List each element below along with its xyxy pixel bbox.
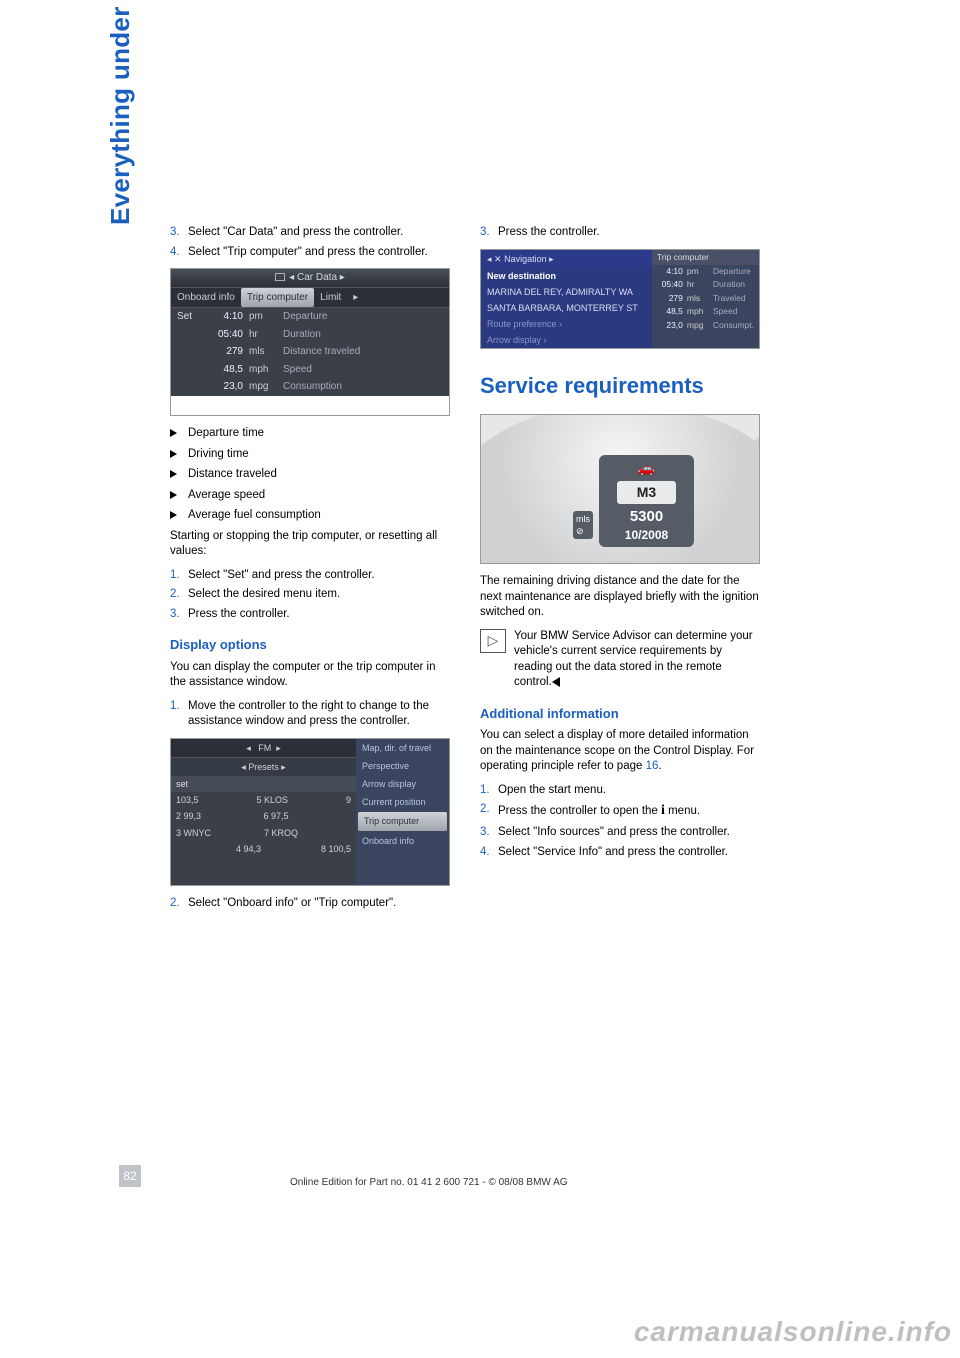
list-item: Average fuel consumption: [170, 508, 450, 525]
screenshot-navigation: ◂ ✕ Navigation ▸ New destination MARINA …: [480, 249, 760, 349]
list-item: 1.Open the start menu.: [480, 783, 760, 799]
list-item: 3.Press the controller.: [170, 607, 450, 623]
heading-additional-info: Additional information: [480, 705, 760, 723]
screenshot-car-data: ◂ Car Data ▸ Onboard info Trip computer …: [170, 268, 450, 416]
list-item: 2.Select the desired menu item.: [170, 587, 450, 603]
tip-box: ▷ Your BMW Service Advisor can determine…: [480, 629, 760, 691]
list-item: 3. Select "Car Data" and press the contr…: [170, 225, 450, 241]
list-item: Departure time: [170, 426, 450, 443]
paragraph: Starting or stopping the trip computer, …: [170, 529, 450, 560]
screenshot-fm: ◂ FM ▸ ◂ Presets ▸ set 103,55 KLOS9 2 99…: [170, 738, 450, 886]
list-item: 2.Press the controller to open the i men…: [480, 802, 760, 821]
list-item: Distance traveled: [170, 467, 450, 484]
list-item: 3.Select "Info sources" and press the co…: [480, 825, 760, 841]
page-number: 82: [100, 1165, 160, 1187]
list-item: 1.Move the controller to the right to ch…: [170, 699, 450, 730]
list-item: 2.Select "Onboard info" or "Trip compute…: [170, 896, 450, 912]
list-item: Average speed: [170, 488, 450, 505]
step-number: 3.: [170, 225, 188, 241]
step-text: Select "Trip computer" and press the con…: [188, 245, 450, 261]
tab: Limit: [314, 288, 347, 308]
step-number: 4.: [170, 245, 188, 261]
column-left: 3. Select "Car Data" and press the contr…: [170, 225, 450, 915]
screenshot-dashboard: 🚗 M3 5300 10/2008 mls⊘: [480, 414, 760, 564]
column-right: 3.Press the controller. ◂ ✕ Navigation ▸…: [480, 225, 760, 915]
heading-display-options: Display options: [170, 636, 450, 654]
tab-active: Trip computer: [241, 288, 314, 308]
list-item: 4.Select "Service Info" and press the co…: [480, 845, 760, 861]
page-content: 3. Select "Car Data" and press the contr…: [100, 225, 860, 915]
car-icon: 🚗: [603, 459, 690, 478]
step-text: Select "Car Data" and press the controll…: [188, 225, 450, 241]
paragraph: You can display the computer or the trip…: [170, 660, 450, 691]
list-item: 4. Select "Trip computer" and press the …: [170, 245, 450, 261]
tip-icon: ▷: [480, 629, 506, 653]
list-item: 3.Press the controller.: [480, 225, 760, 241]
end-arrow-icon: [552, 677, 560, 687]
list-item: Driving time: [170, 447, 450, 464]
paragraph: The remaining driving distance and the d…: [480, 574, 760, 621]
list-item: 1.Select "Set" and press the controller.: [170, 568, 450, 584]
watermark: carmanualsonline.info: [634, 1316, 952, 1348]
tab: Onboard info: [171, 288, 241, 308]
paragraph: You can select a display of more detaile…: [480, 728, 760, 775]
footer-line: Online Edition for Part no. 01 41 2 600 …: [290, 1177, 568, 1188]
heading-service-requirements: Service requirements: [480, 371, 760, 401]
section-tab: Everything under control: [105, 0, 136, 225]
page-link[interactable]: 16: [646, 760, 659, 772]
